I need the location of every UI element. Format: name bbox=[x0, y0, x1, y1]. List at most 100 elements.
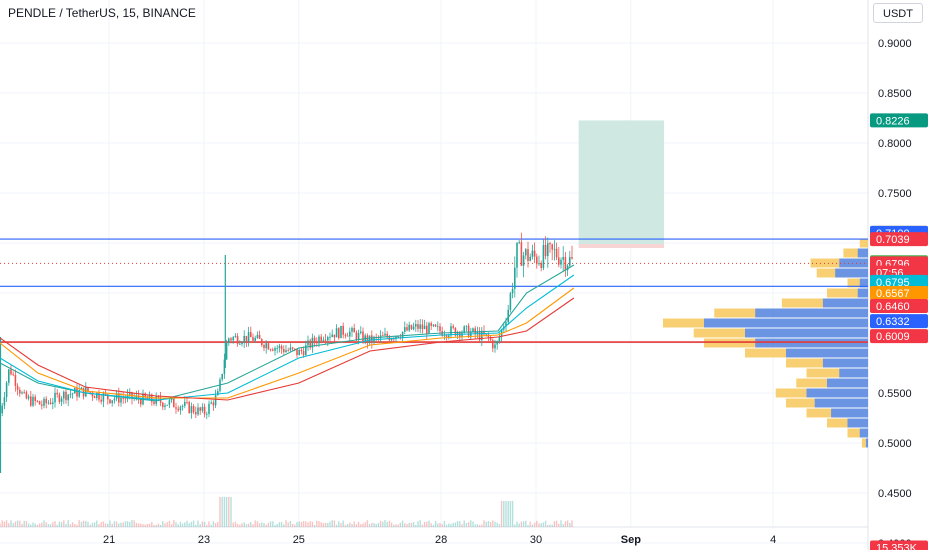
volume-bar bbox=[489, 521, 492, 527]
candle-body bbox=[36, 401, 39, 402]
volume-bar bbox=[465, 523, 468, 527]
candle-body bbox=[307, 340, 309, 346]
candle-body bbox=[276, 348, 278, 349]
volume-bar bbox=[36, 524, 39, 527]
candle-body bbox=[265, 343, 267, 349]
candle-body bbox=[474, 328, 476, 334]
volume-bar bbox=[113, 521, 116, 527]
candle-body bbox=[124, 398, 127, 400]
candle-body bbox=[564, 257, 567, 271]
volume-bar bbox=[14, 521, 17, 527]
volume-bar bbox=[272, 521, 274, 527]
candle-body bbox=[217, 391, 219, 396]
volume-bar bbox=[432, 524, 435, 527]
candle-body bbox=[351, 328, 353, 332]
moving-average-line bbox=[0, 274, 575, 401]
candle-body bbox=[349, 331, 351, 337]
candle-body bbox=[71, 393, 74, 395]
volume-bar bbox=[133, 520, 135, 527]
volume-bar bbox=[355, 524, 358, 527]
candle-body bbox=[397, 336, 399, 338]
volume-bar bbox=[351, 523, 353, 527]
candle-body bbox=[98, 392, 100, 400]
volume-bar bbox=[558, 523, 560, 527]
volume-bar bbox=[208, 521, 210, 527]
volume-bar bbox=[67, 520, 69, 527]
candle-body bbox=[272, 349, 274, 351]
volume-bar bbox=[102, 521, 105, 527]
volume-profile-bar bbox=[861, 438, 868, 448]
candle-body bbox=[450, 326, 452, 336]
volume-bar bbox=[368, 523, 371, 527]
volume-bar bbox=[47, 524, 50, 527]
volume-bar bbox=[164, 523, 166, 527]
candle-body bbox=[494, 344, 496, 349]
volume-bar bbox=[140, 523, 142, 527]
candle-body bbox=[289, 347, 292, 351]
volume-bar bbox=[443, 520, 446, 527]
volume-profile-bar bbox=[814, 398, 868, 408]
y-tick-label: 0.7500 bbox=[878, 188, 912, 200]
volume-bar bbox=[206, 524, 208, 527]
volume-bar bbox=[225, 497, 228, 527]
candle-body bbox=[129, 392, 131, 395]
candle-body bbox=[527, 249, 529, 261]
long-position-stop-zone[interactable] bbox=[578, 244, 665, 248]
price-label-tag bbox=[870, 274, 928, 289]
volume-bar bbox=[27, 523, 30, 527]
volume-profile-bar bbox=[822, 358, 868, 368]
volume-bar bbox=[118, 523, 120, 527]
volume-bar bbox=[375, 523, 377, 527]
volume-bar bbox=[309, 521, 311, 527]
long-position-target-zone[interactable] bbox=[578, 120, 665, 244]
volume-bar bbox=[434, 520, 437, 527]
volume-bar bbox=[476, 524, 479, 527]
candle-body bbox=[335, 328, 338, 338]
candle-body bbox=[525, 249, 527, 256]
volume-bar bbox=[5, 520, 8, 527]
volume-bar bbox=[313, 524, 316, 527]
candle-body bbox=[137, 395, 140, 400]
volume-bar bbox=[549, 524, 551, 527]
volume-bar bbox=[267, 522, 270, 527]
candle-body bbox=[243, 335, 245, 343]
volume-bar bbox=[494, 521, 496, 527]
volume-profile-bar bbox=[704, 318, 868, 328]
volume-bar bbox=[234, 521, 237, 527]
volume-bar bbox=[305, 521, 307, 527]
volume-bar bbox=[487, 520, 490, 527]
volume-bar bbox=[300, 521, 303, 527]
candle-body bbox=[463, 326, 465, 333]
candle-body bbox=[144, 393, 146, 398]
volume-bar bbox=[23, 520, 25, 527]
volume-bar bbox=[439, 523, 441, 527]
volume-bar bbox=[98, 524, 100, 527]
candle-body bbox=[300, 350, 303, 352]
candle-body bbox=[5, 382, 8, 398]
candle-body bbox=[203, 406, 206, 415]
candle-body bbox=[236, 336, 239, 344]
candle-body bbox=[170, 398, 173, 401]
candle-body bbox=[382, 335, 384, 337]
candle-body bbox=[60, 398, 63, 402]
currency-button[interactable]: USDT bbox=[873, 3, 923, 23]
volume-bar bbox=[291, 523, 294, 527]
volume-bar bbox=[509, 501, 512, 527]
volume-bar bbox=[89, 524, 91, 527]
volume-bar bbox=[311, 521, 314, 527]
volume-bar bbox=[166, 522, 168, 527]
candle-body bbox=[362, 331, 364, 342]
volume-bar bbox=[54, 521, 56, 527]
y-tick-label: 0.9000 bbox=[878, 38, 912, 50]
candle-body bbox=[393, 338, 395, 340]
volume-bar bbox=[232, 522, 234, 527]
volume-bar bbox=[472, 521, 474, 527]
volume-bar bbox=[302, 521, 305, 527]
volume-bar bbox=[327, 522, 329, 527]
volume-bar bbox=[551, 524, 553, 527]
candle-body bbox=[566, 265, 569, 271]
volume-bar bbox=[217, 521, 219, 527]
candle-body bbox=[401, 331, 404, 338]
candle-body bbox=[355, 332, 358, 340]
